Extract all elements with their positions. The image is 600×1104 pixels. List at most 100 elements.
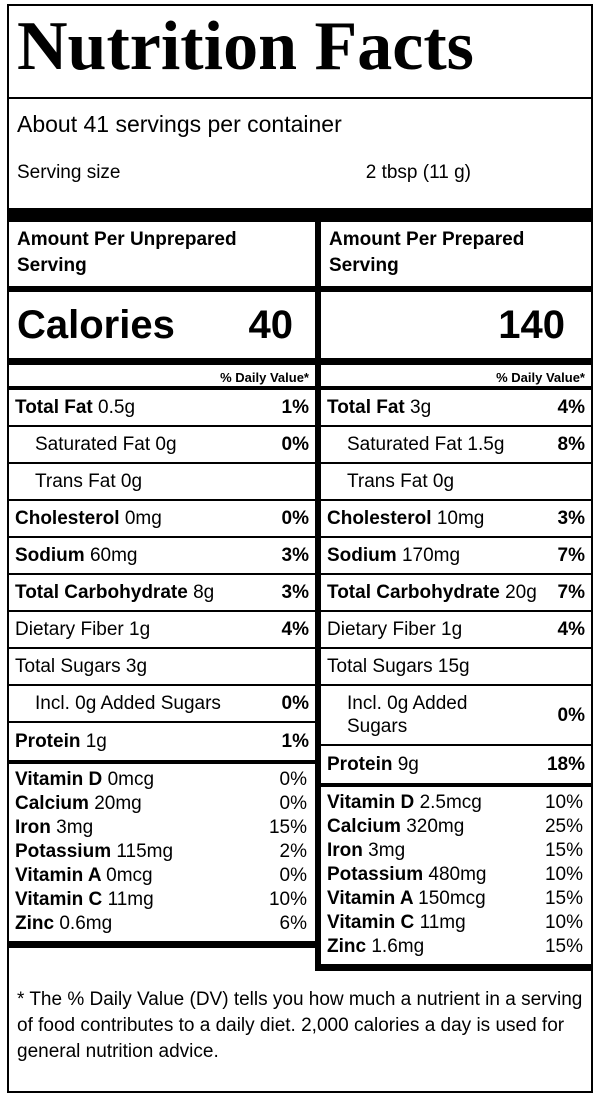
micronutrient-name: Vitamin C 11mg: [15, 889, 154, 911]
nutrient-name: Cholesterol 10mg: [327, 508, 485, 530]
nutrient-daily-value: 4%: [281, 619, 309, 641]
nutrient-name: Incl. 0g Added Sugars: [347, 693, 468, 738]
micronutrient-name: Calcium 320mg: [327, 816, 465, 838]
micronutrient-row-vitamin-a: Vitamin A 150mcg 15%: [327, 887, 585, 911]
nutrient-row-added-sugars: Incl. 0g Added Sugars 0%: [9, 686, 315, 724]
nutrient-row-saturated-fat: Saturated Fat 0g 0%: [9, 427, 315, 465]
nutrient-row-trans-fat: Trans Fat 0g: [321, 464, 591, 502]
micronutrient-daily-value: 25%: [544, 816, 583, 838]
nutrient-daily-value: 0%: [557, 704, 585, 726]
nutrient-name: Dietary Fiber 1g: [327, 619, 463, 641]
nutrient-name: Dietary Fiber 1g: [15, 619, 151, 641]
nutrient-row-total-carbohydrate: Total Carbohydrate 20g 7%: [321, 575, 591, 613]
calories-value-unprepared: 40: [248, 302, 294, 347]
nutrient-row-dietary-fiber: Dietary Fiber 1g 4%: [321, 612, 591, 650]
nutrient-name: Total Fat 3g: [327, 397, 432, 419]
nutrient-row-saturated-fat: Saturated Fat 1.5g 8%: [321, 427, 591, 465]
micronutrient-row-zinc: Zinc 0.6mg 6%: [15, 912, 309, 936]
micronutrient-name: Iron 3mg: [327, 840, 406, 862]
nutrient-daily-value: 1%: [281, 397, 309, 419]
nutrient-row-dietary-fiber: Dietary Fiber 1g 4%: [9, 612, 315, 650]
nutrient-row-sodium: Sodium 170mg 7%: [321, 538, 591, 576]
micronutrient-daily-value: 15%: [268, 817, 307, 839]
nutrient-daily-value: 1%: [281, 731, 309, 753]
nutrient-row-total-fat: Total Fat 3g 4%: [321, 390, 591, 428]
micronutrients-block-prepared: Vitamin D 2.5mcg 10% Calcium 320mg 25% Iron 3…: [321, 783, 591, 972]
micronutrient-name: Potassium 115mg: [15, 841, 174, 863]
column-unprepared-header: Amount Per Unprepared Serving: [9, 222, 315, 293]
micronutrient-daily-value: 2%: [279, 841, 307, 863]
micronutrient-daily-value: 0%: [279, 793, 307, 815]
nutrient-daily-value: 18%: [546, 754, 585, 776]
daily-value-header-prepared: % Daily Value*: [321, 365, 591, 391]
nutrient-name: Sodium 60mg: [15, 545, 138, 567]
nutrient-name: Protein 9g: [327, 754, 419, 776]
serving-size-row: Serving size 2 tbsp (11 g): [9, 138, 591, 208]
micronutrient-row-calcium: Calcium 320mg 25%: [327, 815, 585, 839]
nutrient-row-added-sugars: Incl. 0g Added Sugars 0%: [321, 686, 591, 747]
micronutrient-name: Potassium 480mg: [327, 864, 487, 886]
daily-value-header-unprepared: % Daily Value*: [9, 365, 315, 391]
serving-size-value: 2 tbsp (11 g): [365, 162, 471, 184]
micronutrient-daily-value: 15%: [544, 840, 583, 862]
nutrient-row-protein: Protein 1g 1%: [9, 723, 315, 760]
micronutrients-block-unprepared: Vitamin D 0mcg 0% Calcium 20mg 0% Iron 3mg 15%…: [9, 760, 315, 949]
nutrient-name: Cholesterol 0mg: [15, 508, 162, 530]
calories-row-prepared: 140: [321, 292, 591, 366]
nutrient-row-total-sugars: Total Sugars 3g: [9, 649, 315, 687]
nutrient-name: Total Sugars 15g: [327, 656, 470, 678]
nutrient-name: Incl. 0g Added Sugars: [35, 693, 221, 715]
nutrient-daily-value: 3%: [557, 508, 585, 530]
micronutrient-daily-value: 10%: [544, 912, 583, 934]
nutrient-row-sodium: Sodium 60mg 3%: [9, 538, 315, 576]
micronutrient-row-vitamin-a: Vitamin A 0mcg 0%: [15, 864, 309, 888]
micronutrient-daily-value: 10%: [268, 889, 307, 911]
micronutrient-row-vitamin-c: Vitamin C 11mg 10%: [327, 911, 585, 935]
micronutrient-name: Vitamin A 150mcg: [327, 888, 486, 910]
nutrient-name: Total Fat 0.5g: [15, 397, 136, 419]
nutrient-daily-value: 7%: [557, 545, 585, 567]
nutrient-daily-value: 0%: [281, 508, 309, 530]
nutrient-daily-value: 4%: [557, 619, 585, 641]
micronutrient-row-vitamin-d: Vitamin D 0mcg 0%: [15, 768, 309, 792]
nutrient-name: Trans Fat 0g: [347, 471, 455, 493]
micronutrient-row-iron: Iron 3mg 15%: [15, 816, 309, 840]
micronutrient-daily-value: 0%: [279, 865, 307, 887]
dual-columns: Amount Per Unprepared Serving Calories 4…: [9, 222, 591, 972]
nutrient-name: Total Sugars 3g: [15, 656, 148, 678]
nutrient-name: Sodium 170mg: [327, 545, 461, 567]
nutrient-row-cholesterol: Cholesterol 0mg 0%: [9, 501, 315, 539]
calories-row-unprepared: Calories 40: [9, 292, 315, 366]
micronutrient-name: Iron 3mg: [15, 817, 94, 839]
nutrient-daily-value: 0%: [281, 434, 309, 456]
micronutrient-daily-value: 0%: [279, 769, 307, 791]
micronutrient-row-vitamin-c: Vitamin C 11mg 10%: [15, 888, 309, 912]
daily-value-footnote: * The % Daily Value (DV) tells you how m…: [17, 989, 583, 1063]
column-unprepared: Amount Per Unprepared Serving Calories 4…: [9, 222, 315, 949]
serving-size-label: Serving size: [17, 162, 121, 184]
column-prepared-header: Amount Per Prepared Serving: [321, 222, 591, 293]
thick-separator-bar: [9, 208, 591, 223]
nutrient-name: Saturated Fat 0g: [35, 434, 177, 456]
nutrient-name: Trans Fat 0g: [35, 471, 143, 493]
nutrient-daily-value: 8%: [557, 434, 585, 456]
micronutrient-name: Zinc 1.6mg: [327, 936, 425, 958]
nutrition-facts-label: Nutrition Facts About 41 servings per co…: [7, 4, 593, 1093]
nutrient-daily-value: 3%: [281, 545, 309, 567]
micronutrient-daily-value: 10%: [544, 792, 583, 814]
nutrient-name: Protein 1g: [15, 731, 107, 753]
micronutrient-daily-value: 15%: [544, 888, 583, 910]
nutrient-row-total-carbohydrate: Total Carbohydrate 8g 3%: [9, 575, 315, 613]
micronutrient-daily-value: 10%: [544, 864, 583, 886]
nutrient-name: Total Carbohydrate 20g: [327, 582, 537, 604]
micronutrient-daily-value: 6%: [279, 913, 307, 935]
micronutrient-row-calcium: Calcium 20mg 0%: [15, 792, 309, 816]
micronutrient-row-zinc: Zinc 1.6mg 15%: [327, 935, 585, 959]
micronutrient-name: Vitamin A 0mcg: [15, 865, 153, 887]
micronutrient-row-iron: Iron 3mg 15%: [327, 839, 585, 863]
micronutrient-daily-value: 15%: [544, 936, 583, 958]
nutrient-daily-value: 7%: [557, 582, 585, 604]
micronutrient-name: Zinc 0.6mg: [15, 913, 113, 935]
micronutrient-name: Vitamin C 11mg: [327, 912, 466, 934]
calories-value-prepared: 140: [498, 302, 565, 347]
